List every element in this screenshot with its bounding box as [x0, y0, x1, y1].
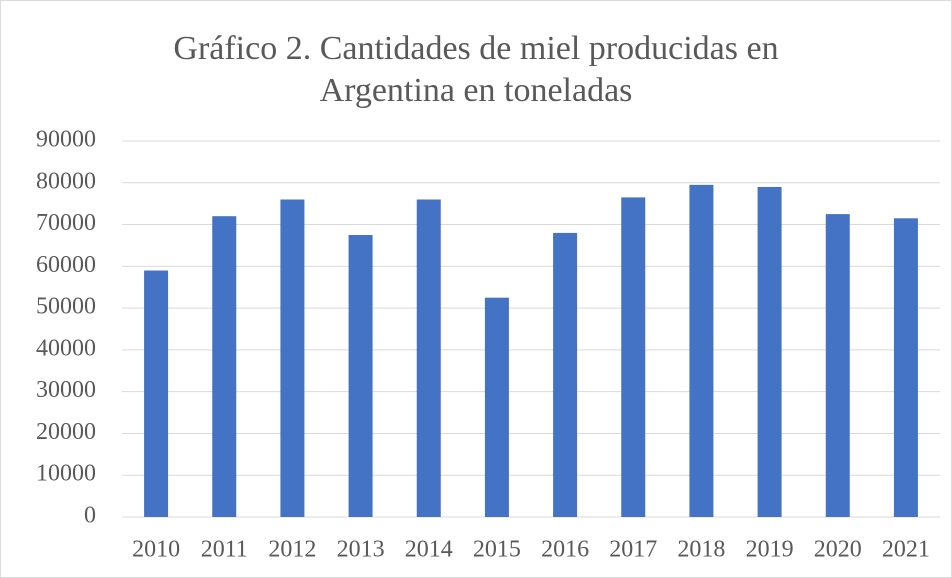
- y-tick-label: 50000: [36, 294, 96, 320]
- x-tick-label: 2010: [132, 537, 180, 563]
- chart-title: Gráfico 2. Cantidades de miel producidas…: [173, 30, 779, 109]
- bar: [621, 197, 646, 517]
- x-tick-label: 2011: [201, 537, 248, 563]
- bar: [280, 199, 305, 517]
- x-tick-label: 2012: [268, 537, 316, 563]
- bar: [689, 184, 714, 517]
- x-tick-label: 2017: [609, 537, 657, 563]
- y-tick-label: 80000: [36, 168, 96, 194]
- x-tick-label: 2018: [677, 537, 725, 563]
- y-tick-label: 20000: [36, 419, 96, 445]
- bar: [348, 235, 373, 517]
- x-tick-label: 2016: [541, 537, 589, 563]
- x-tick-label: 2020: [814, 537, 862, 563]
- y-tick-label: 90000: [36, 127, 96, 153]
- x-tick-label: 2013: [337, 537, 385, 563]
- bar: [484, 297, 509, 517]
- bar: [825, 214, 850, 517]
- x-tick-label: 2021: [882, 537, 930, 563]
- y-tick-label: 40000: [36, 335, 96, 361]
- x-tick-label: 2014: [405, 537, 453, 563]
- y-tick-label: 60000: [36, 252, 96, 278]
- bar: [144, 270, 169, 517]
- bar: [757, 186, 782, 517]
- bar: [893, 218, 918, 518]
- x-tick-label: 2019: [746, 537, 794, 563]
- y-tick-label: 10000: [36, 461, 96, 487]
- y-tick-label: 70000: [36, 210, 96, 236]
- bar: [416, 199, 441, 517]
- y-tick-label: 30000: [36, 377, 96, 403]
- y-tick-label: 0: [84, 503, 96, 529]
- bar: [212, 216, 237, 517]
- bar: [553, 232, 578, 517]
- x-tick-label: 2015: [473, 537, 521, 563]
